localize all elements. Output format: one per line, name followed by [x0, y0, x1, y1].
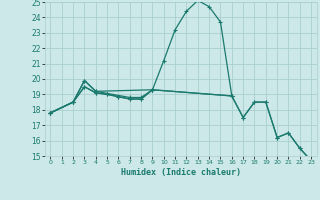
X-axis label: Humidex (Indice chaleur): Humidex (Indice chaleur) — [121, 168, 241, 177]
